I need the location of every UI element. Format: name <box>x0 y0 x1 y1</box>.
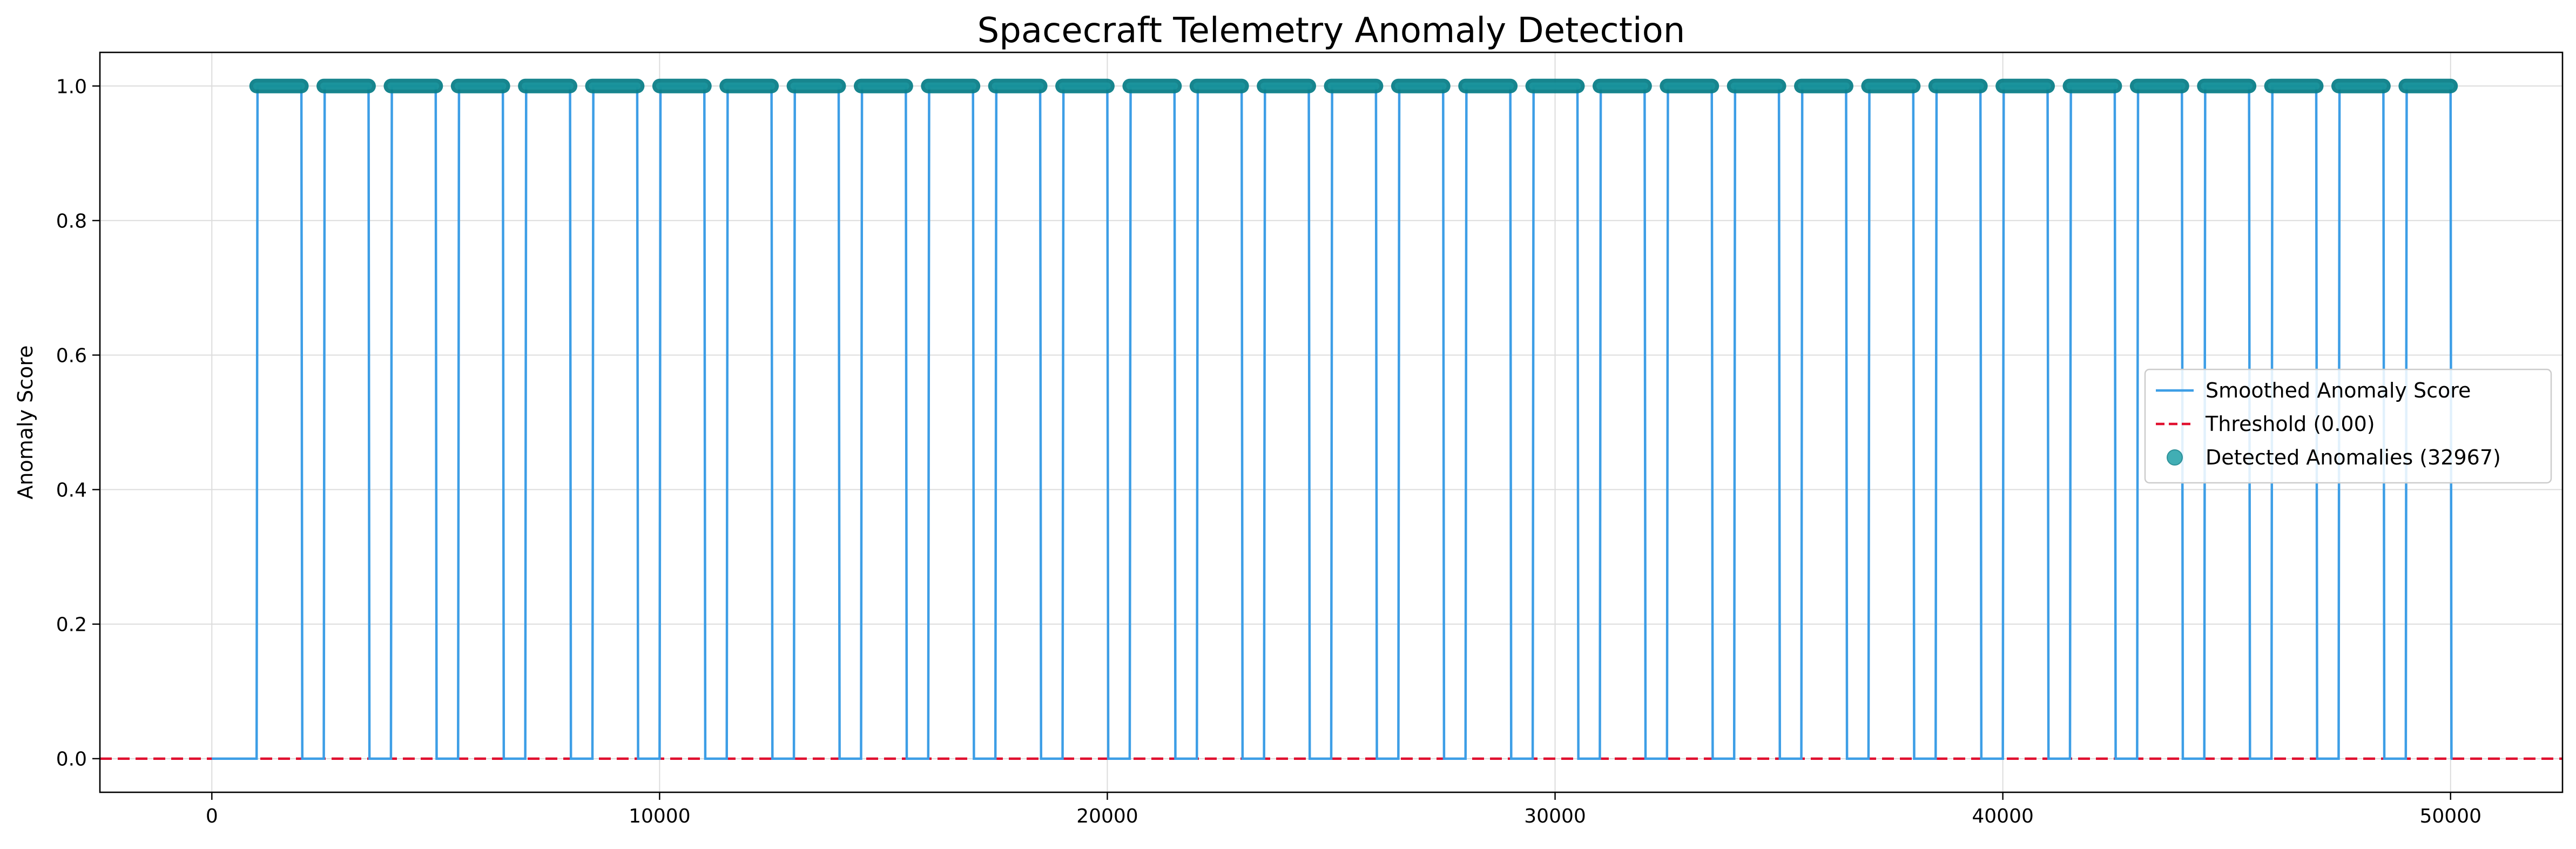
x-tick-label: 10000 <box>629 805 691 827</box>
x-tick-label: 20000 <box>1076 805 1138 827</box>
legend-label: Smoothed Anomaly Score <box>2206 379 2471 402</box>
y-tick-label: 0.4 <box>56 480 87 502</box>
y-tick-label: 0.6 <box>56 345 87 367</box>
y-axis-label: Anomaly Score <box>14 345 37 499</box>
legend-label: Detected Anomalies (32967) <box>2206 446 2501 469</box>
legend-label: Threshold (0.00) <box>2205 412 2375 436</box>
y-tick-label: 0.8 <box>56 210 87 232</box>
y-tick-label: 0.0 <box>56 749 87 771</box>
plot-frame <box>99 51 2564 793</box>
x-tick-label: 50000 <box>2419 805 2481 827</box>
legend: Smoothed Anomaly Score Threshold (0.00) De… <box>2144 368 2552 484</box>
x-tick-label: 30000 <box>1524 805 1586 827</box>
y-tick-label: 0.2 <box>56 614 87 636</box>
x-tick-label: 0 <box>206 805 218 827</box>
legend-scatter-swatch <box>2167 449 2183 466</box>
x-tick-label: 40000 <box>1972 805 2034 827</box>
y-tick-label: 1.0 <box>56 76 87 98</box>
chart-title: Spacecraft Telemetry Anomaly Detection <box>977 11 1685 51</box>
legend-box <box>2144 368 2552 484</box>
